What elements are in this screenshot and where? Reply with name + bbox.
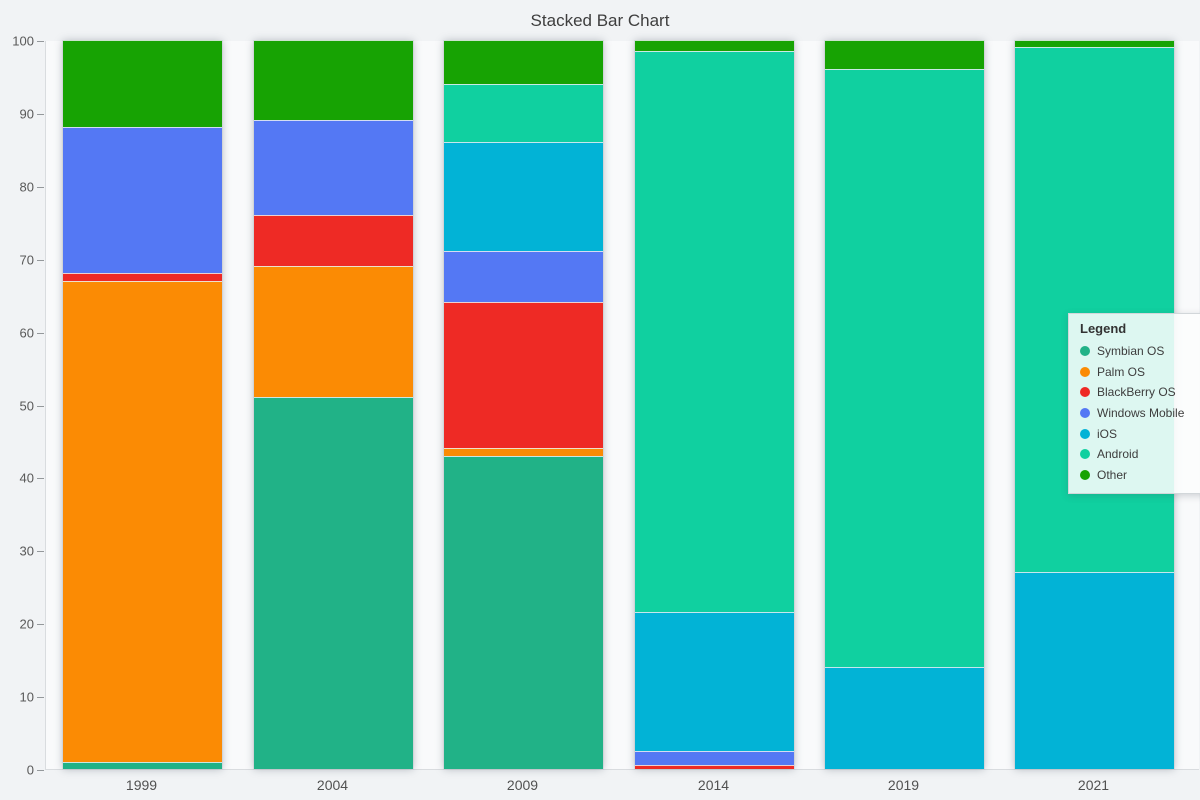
bar-2014-segment-android[interactable] [635, 50, 794, 613]
bar-1999 [62, 40, 223, 770]
y-axis-tick-label: 100 [12, 33, 34, 49]
legend-swatch-icon [1080, 408, 1090, 419]
legend-swatch-icon [1080, 469, 1090, 480]
bar-2009-segment-android[interactable] [444, 83, 603, 143]
y-axis-tick-label: 10 [19, 689, 34, 705]
y-axis-tick-mark [37, 405, 44, 407]
legend-title: Legend [1080, 321, 1127, 336]
y-axis-tick-label: 20 [19, 616, 34, 632]
x-axis-label-2019: 2019 [887, 777, 920, 793]
bar-2009-segment-blackberry-os[interactable] [444, 302, 603, 449]
legend-item-ios[interactable]: iOS [1080, 423, 1199, 444]
legend-swatch-icon [1080, 449, 1090, 460]
x-axis-label-2014: 2014 [697, 777, 730, 793]
legend-item-symbian-os[interactable]: Symbian OS [1080, 341, 1199, 362]
legend-items: Symbian OS Palm OS BlackBerry OS Windows Mo… [1080, 341, 1199, 485]
bar-2009-segment-symbian-os[interactable] [444, 455, 603, 769]
bar-2019-segment-other[interactable] [825, 40, 984, 70]
legend-swatch-icon [1080, 387, 1090, 398]
legend-swatch-icon [1080, 366, 1090, 377]
bar-2004-segment-other[interactable] [254, 40, 413, 121]
plot-area [45, 40, 1199, 770]
bar-1999-segment-blackberry-os[interactable] [63, 273, 222, 281]
bar-2021-segment-ios[interactable] [1015, 572, 1174, 769]
bar-2019-segment-android[interactable] [825, 69, 984, 667]
x-axis-label-1999: 1999 [125, 777, 158, 793]
y-axis-tick-mark [37, 186, 44, 188]
legend-item-other[interactable]: Other [1080, 465, 1199, 486]
y-axis-tick-mark [37, 624, 44, 626]
bar-2009-segment-windows-mobile[interactable] [444, 251, 603, 303]
bar-2004-segment-blackberry-os[interactable] [254, 214, 413, 266]
bar-1999-segment-symbian-os[interactable] [63, 761, 222, 769]
y-axis-tick-mark [37, 332, 44, 334]
y-axis-tick-label: 50 [19, 398, 34, 413]
legend-item-blackberry-os[interactable]: BlackBerry OS [1080, 382, 1199, 403]
y-axis-tick-mark [37, 478, 44, 480]
bar-2014-segment-blackberry-os[interactable] [635, 765, 794, 769]
legend: Legend Symbian OS Palm OS BlackBerry OS Win… [1068, 313, 1200, 495]
bar-2014-segment-ios[interactable] [635, 612, 794, 751]
legend-item-label: Other [1097, 467, 1128, 482]
legend-item-palm-os[interactable]: Palm OS [1080, 362, 1199, 383]
chart-title: Stacked Bar Chart [530, 11, 670, 30]
bar-2014 [634, 40, 795, 770]
legend-item-android[interactable]: Android [1080, 444, 1199, 465]
bar-2014-segment-windows-mobile[interactable] [635, 750, 794, 766]
bar-2004-segment-palm-os[interactable] [254, 266, 413, 398]
legend-item-label: iOS [1097, 426, 1118, 441]
y-axis-tick-mark [37, 697, 44, 699]
y-axis-tick-label: 70 [19, 252, 34, 268]
y-axis-tick-mark [37, 259, 44, 261]
bar-2009-segment-palm-os[interactable] [444, 448, 603, 456]
legend-item-label: Windows Mobile [1097, 406, 1185, 421]
bar-1999-segment-windows-mobile[interactable] [63, 127, 222, 274]
bar-2009-segment-ios[interactable] [444, 142, 603, 252]
y-axis-tick-mark [37, 770, 44, 771]
bar-1999-segment-other[interactable] [63, 40, 222, 128]
legend-item-windows-mobile[interactable]: Windows Mobile [1080, 403, 1199, 424]
legend-item-label: Android [1097, 447, 1139, 462]
legend-item-label: BlackBerry OS [1097, 385, 1176, 400]
x-axis-label-2021: 2021 [1077, 777, 1110, 793]
bar-2009-segment-other[interactable] [444, 40, 603, 84]
y-axis-tick-label: 60 [19, 325, 34, 341]
y-axis-tick-label: 90 [19, 106, 34, 122]
y-axis-tick-label: 80 [19, 179, 34, 195]
bar-1999-segment-palm-os[interactable] [63, 280, 222, 762]
bar-2019-segment-ios[interactable] [825, 666, 984, 769]
y-axis-tick-label: 0 [26, 762, 34, 778]
x-axis-label-2009: 2009 [506, 777, 539, 793]
bar-2004-segment-symbian-os[interactable] [254, 397, 413, 769]
bar-2004 [253, 40, 414, 770]
y-axis-tick-mark [37, 41, 44, 42]
y-axis-tick-label: 30 [19, 543, 34, 559]
legend-swatch-icon [1080, 346, 1090, 357]
y-axis-tick-label: 40 [19, 470, 34, 486]
legend-item-label: Palm OS [1097, 364, 1146, 379]
legend-swatch-icon [1080, 428, 1090, 439]
x-axis-label-2004: 2004 [316, 777, 349, 793]
bar-2014-segment-other[interactable] [635, 40, 794, 51]
bar-2009 [443, 40, 604, 770]
y-axis-tick-mark [37, 113, 44, 115]
bar-2019 [824, 40, 985, 770]
bar-2004-segment-windows-mobile[interactable] [254, 120, 413, 215]
legend-item-label: Symbian OS [1097, 344, 1165, 359]
bar-2021-segment-other[interactable] [1015, 40, 1174, 48]
y-axis-tick-mark [37, 551, 44, 553]
